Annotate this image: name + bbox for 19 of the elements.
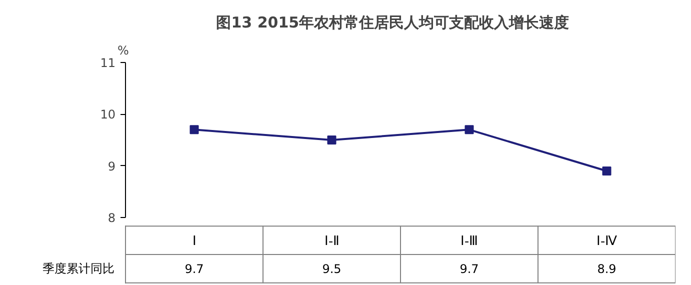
point xyxy=(464,125,474,134)
x-tick-label: Ⅰ-Ⅱ xyxy=(324,232,339,248)
x-tick-label: Ⅰ xyxy=(192,232,196,248)
text: 季度累计同比 xyxy=(42,262,114,276)
data-label: 9.7 xyxy=(460,262,479,276)
point xyxy=(327,136,336,144)
y-tick-label: 11 xyxy=(100,56,116,70)
data-label: 9.7 xyxy=(184,262,204,276)
y-tick-label: 9 xyxy=(108,159,116,174)
x-tick-label: Ⅰ-Ⅲ xyxy=(460,232,478,248)
y-tick-label: 10 xyxy=(100,108,116,122)
data-label: 9.5 xyxy=(322,262,342,276)
point xyxy=(602,166,612,176)
x-tick-label: Ⅰ-Ⅳ xyxy=(596,232,617,248)
data-label: 8.9 xyxy=(597,262,616,276)
point xyxy=(190,125,199,134)
y-tick-label: 8 xyxy=(108,211,116,225)
y-axis-title: % xyxy=(118,44,129,58)
chart-title: 图13 2015年农村常住居民人均可支配收入增长速度 xyxy=(216,14,570,32)
